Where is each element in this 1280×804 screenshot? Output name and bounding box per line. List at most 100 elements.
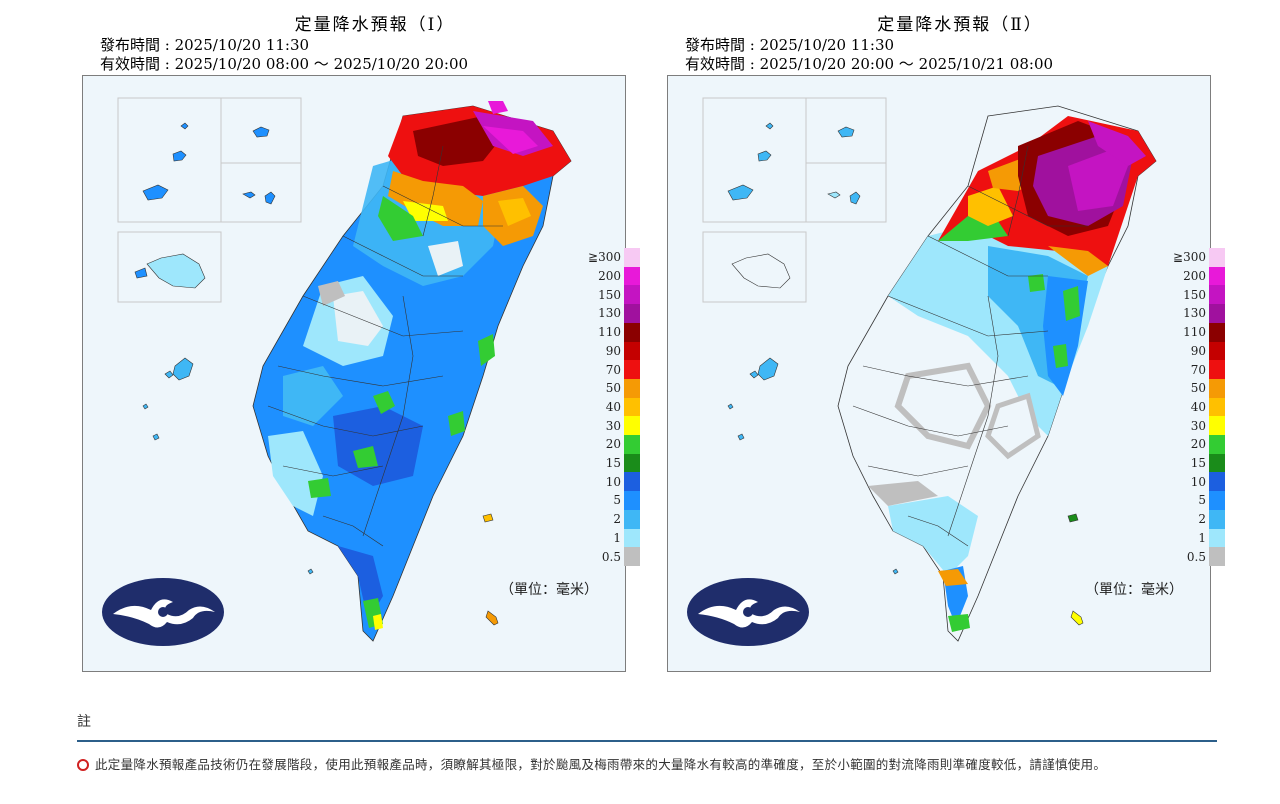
legend-label: 2 (1198, 512, 1206, 527)
rainfall-map (667, 75, 1211, 672)
legend-label: 70 (1190, 362, 1206, 377)
legend-label: 40 (1190, 399, 1206, 414)
legend-label: 10 (605, 474, 621, 489)
legend-swatch (1209, 266, 1225, 286)
legend-label: 30 (1190, 418, 1206, 433)
legend-swatch (1209, 304, 1225, 324)
notes-heading: 註 (77, 714, 91, 730)
legend-swatch (624, 472, 640, 492)
valid-time: 有效時間 : 2025/10/20 20:00 ～ 2025/10/21 08:… (685, 55, 1054, 73)
legend-swatch (1209, 435, 1225, 455)
legend-swatch (1209, 453, 1225, 473)
county-borders (852, 145, 1088, 547)
legend-label: 0.5 (601, 549, 621, 564)
forecast-panel-2: 定量降水預報（Ⅱ） 發布時間 : 2025/10/20 11:30 有效時間 :… (665, 8, 1255, 678)
taiwan-rainfall-map-1 (117, 97, 572, 642)
legend-swatch (624, 416, 640, 436)
legend-swatch (624, 397, 640, 417)
legend-label: 40 (605, 399, 621, 414)
note-text: 此定量降水預報產品技術仍在發展階段，使用此預報產品時，須瞭解其極限，對於颱風及梅… (95, 757, 1107, 772)
legend-swatch (1209, 397, 1225, 417)
liuqiu-island (892, 568, 899, 575)
legend-swatch (1209, 509, 1225, 529)
legend-swatch (1209, 472, 1225, 492)
legend-swatch (1209, 285, 1225, 305)
unit-label: （單位：毫米） (1085, 582, 1183, 598)
legend-label: 150 (598, 287, 621, 302)
taiwan-rain-field (837, 105, 1157, 642)
kinmen-inset (146, 253, 206, 289)
panel-title: 定量降水預報（Ⅱ） (877, 15, 1043, 35)
legend-label: 20 (1190, 437, 1206, 452)
legend-label: 10 (1190, 474, 1206, 489)
unit-label: （單位：毫米） (500, 582, 598, 598)
penghu-islands (142, 357, 194, 441)
legend-label: 15 (605, 456, 621, 471)
legend-swatch (624, 266, 640, 286)
valid-time: 有效時間 : 2025/10/20 08:00 ～ 2025/10/20 20:… (100, 55, 469, 73)
legend-swatch (1209, 528, 1225, 548)
legend-label: 30 (605, 418, 621, 433)
inset-boxes (702, 97, 887, 303)
legend-label: 50 (605, 381, 621, 396)
legend-label: 200 (598, 269, 621, 284)
legend-label: 90 (605, 343, 621, 358)
taiwan-rain-field (252, 101, 572, 642)
rainfall-legend: ≧300 200 150 130 110 90 70 50 40 30 20 15 10 5 2 1 0.5 (588, 248, 640, 578)
legend-swatch (624, 547, 640, 567)
legend-swatch (624, 304, 640, 324)
cwa-logo (102, 578, 224, 646)
legend-swatch (1209, 416, 1225, 436)
legend-swatch (624, 248, 640, 268)
legend-swatch (624, 435, 640, 455)
inset-islands (727, 122, 861, 205)
cwa-logo (687, 578, 809, 646)
issued-time: 發布時間 : 2025/10/20 11:30 (100, 36, 310, 54)
legend-label: 200 (1183, 269, 1206, 284)
liuqiu-island (307, 568, 314, 575)
rainfall-map (82, 75, 626, 672)
legend-label: 1 (613, 530, 621, 545)
legend-swatch (624, 360, 640, 380)
legend-label: 2 (613, 512, 621, 527)
legend-label: 5 (1198, 493, 1206, 508)
legend-label: 70 (605, 362, 621, 377)
inset-boxes (117, 97, 302, 303)
legend-label: 110 (598, 325, 621, 340)
note-item: 此定量降水預報產品技術仍在發展階段，使用此預報產品時，須瞭解其極限，對於颱風及梅… (77, 754, 1197, 776)
legend-swatch (624, 341, 640, 361)
forecast-panel-1: 定量降水預報（Ⅰ） 發布時間 : 2025/10/20 11:30 有效時間 :… (80, 8, 670, 678)
green-island (482, 513, 494, 523)
legend-label: 50 (1190, 381, 1206, 396)
legend-swatch (1209, 491, 1225, 511)
legend-swatch (624, 453, 640, 473)
kinmen-inset (731, 253, 791, 289)
issued-time: 發布時間 : 2025/10/20 11:30 (685, 36, 895, 54)
legend-swatch (624, 509, 640, 529)
legend-swatch (1209, 378, 1225, 399)
legend-label: 20 (605, 437, 621, 452)
legend-swatch (624, 491, 640, 511)
legend-label: 1 (1198, 530, 1206, 545)
legend-swatch (1209, 322, 1225, 342)
legend-label: 5 (613, 493, 621, 508)
orchid-island (485, 610, 499, 626)
legend-label: ≧300 (1173, 250, 1206, 265)
green-island (1067, 513, 1079, 523)
inset-islands (134, 122, 276, 279)
county-borders (267, 145, 503, 547)
taiwan-rainfall-map-2 (702, 97, 1157, 642)
orchid-island (1070, 610, 1084, 626)
legend-swatch (1209, 341, 1225, 361)
legend-label: 150 (1183, 287, 1206, 302)
legend-swatch (1209, 248, 1225, 268)
legend-label: 0.5 (1186, 549, 1206, 564)
legend-swatch (624, 378, 640, 399)
legend-label: 90 (1190, 343, 1206, 358)
legend-label: 110 (1183, 325, 1206, 340)
legend-swatch (1209, 547, 1225, 567)
bullet-icon (77, 759, 89, 771)
legend-swatch (1209, 360, 1225, 380)
legend-swatch (624, 322, 640, 342)
legend-label: 15 (1190, 456, 1206, 471)
